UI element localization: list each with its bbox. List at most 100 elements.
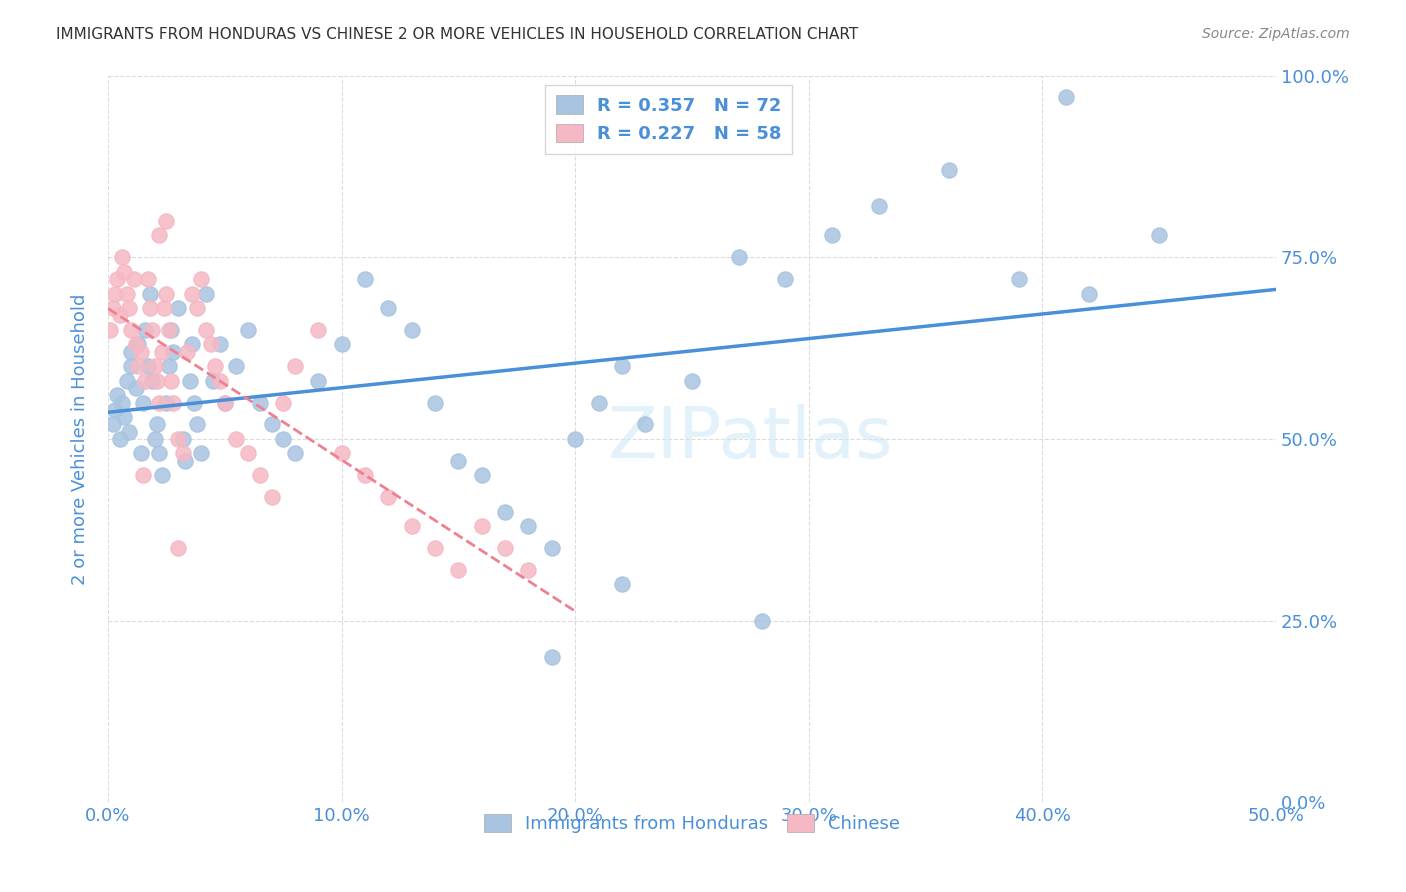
Point (271, 395, 294, 409)
Point (195, 323, 218, 337)
Point (204, 359, 226, 374)
Point (564, 432, 586, 446)
Point (176, 344, 198, 359)
Point (118, 301, 141, 315)
Point (236, 446, 259, 460)
Point (150, 344, 173, 359)
Point (517, 563, 540, 577)
Point (112, 265, 135, 279)
Point (751, 614, 773, 628)
Point (271, 432, 294, 446)
Point (225, 432, 247, 446)
Point (681, 374, 703, 388)
Point (401, 323, 423, 337)
Point (1008, 272, 1031, 286)
Point (447, 453, 470, 467)
Point (1054, 90, 1077, 104)
Point (775, 272, 797, 286)
Point (423, 541, 446, 555)
Point (105, 388, 128, 402)
Point (174, 453, 197, 467)
Point (136, 272, 159, 286)
Point (120, 344, 142, 359)
Point (115, 374, 138, 388)
Point (146, 374, 169, 388)
Point (190, 272, 212, 286)
Point (141, 374, 163, 388)
Point (129, 446, 152, 460)
Point (118, 425, 141, 439)
Point (160, 374, 183, 388)
Point (540, 541, 562, 555)
Point (938, 163, 960, 178)
Point (494, 541, 516, 555)
Point (167, 432, 190, 446)
Point (209, 337, 232, 351)
Point (157, 359, 180, 374)
Point (153, 301, 176, 315)
Point (179, 374, 201, 388)
Point (108, 432, 131, 446)
Point (105, 272, 128, 286)
Point (148, 446, 170, 460)
Point (127, 359, 149, 374)
Point (136, 359, 159, 374)
Point (146, 417, 169, 432)
Point (610, 359, 633, 374)
Point (120, 359, 142, 374)
Point (354, 272, 377, 286)
Point (162, 344, 184, 359)
Point (540, 649, 562, 664)
Point (120, 323, 142, 337)
Point (471, 468, 494, 483)
Point (307, 323, 329, 337)
Point (377, 301, 399, 315)
Point (141, 323, 163, 337)
Point (139, 301, 162, 315)
Point (284, 446, 307, 460)
Point (115, 286, 138, 301)
Point (354, 468, 377, 483)
Point (155, 395, 177, 409)
Point (143, 432, 166, 446)
Point (108, 309, 131, 323)
Point (377, 490, 399, 504)
Text: IMMIGRANTS FROM HONDURAS VS CHINESE 2 OR MORE VEHICLES IN HOUSEHOLD CORRELATION : IMMIGRANTS FROM HONDURAS VS CHINESE 2 OR… (56, 27, 859, 42)
Point (125, 381, 148, 395)
Point (181, 286, 204, 301)
Point (148, 228, 170, 243)
Point (423, 395, 446, 409)
Point (517, 519, 540, 533)
Point (139, 286, 162, 301)
Point (610, 577, 633, 591)
Point (101, 301, 124, 315)
Point (209, 374, 232, 388)
Point (112, 410, 135, 425)
Point (132, 468, 155, 483)
Point (98, 323, 121, 337)
Point (162, 395, 184, 409)
Point (104, 286, 127, 301)
Point (1147, 228, 1170, 243)
Point (122, 272, 145, 286)
Point (634, 417, 657, 432)
Point (101, 417, 124, 432)
Point (307, 374, 329, 388)
Point (155, 286, 177, 301)
Point (260, 490, 283, 504)
Point (181, 337, 204, 351)
Point (186, 301, 208, 315)
Point (195, 286, 218, 301)
Point (236, 323, 259, 337)
Point (134, 323, 156, 337)
Point (260, 417, 283, 432)
Point (104, 402, 127, 417)
Point (1078, 286, 1101, 301)
Point (330, 337, 353, 351)
Point (143, 359, 166, 374)
Point (249, 468, 271, 483)
Point (167, 541, 190, 555)
Y-axis label: 2 or more Vehicles in Household: 2 or more Vehicles in Household (72, 293, 89, 584)
Point (132, 395, 155, 409)
Point (155, 214, 177, 228)
